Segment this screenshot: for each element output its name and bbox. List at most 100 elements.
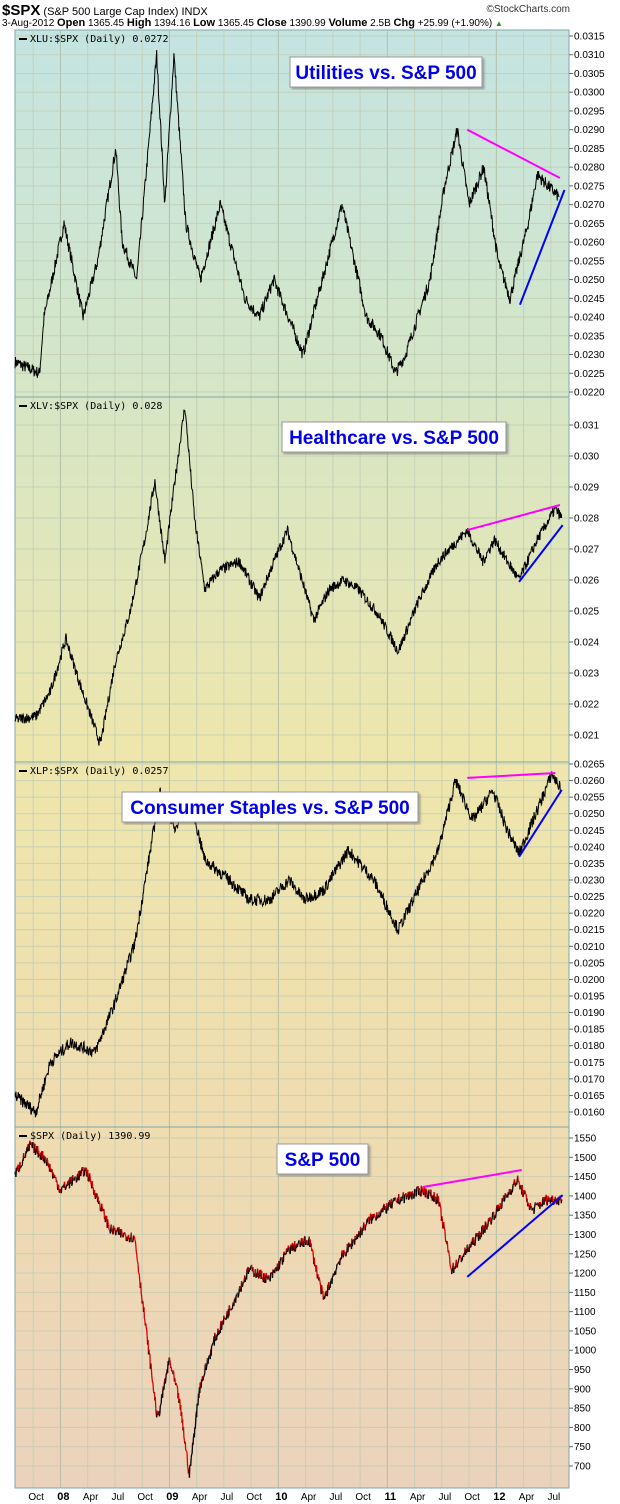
price-segment	[73, 1177, 76, 1181]
y-tick-label: 700	[574, 1462, 591, 1473]
price-segment	[522, 1192, 525, 1197]
y-tick-label: 850	[574, 1404, 591, 1415]
price-segment	[233, 1298, 236, 1301]
y-tick-label: 1400	[574, 1191, 597, 1202]
price-segment	[164, 1379, 167, 1384]
x-tick-label: Apr	[410, 1492, 426, 1503]
price-segment	[140, 1293, 143, 1297]
price-segment	[244, 1278, 247, 1282]
y-tick-label: 0.0240	[574, 842, 605, 853]
price-segment	[59, 1191, 61, 1194]
price-segment	[454, 1267, 457, 1270]
panel-title: Consumer Staples vs. S&P 500	[130, 798, 410, 819]
y-tick-label: 1300	[574, 1230, 597, 1241]
chg-label: Chg	[393, 17, 415, 29]
price-segment	[418, 1190, 421, 1197]
volume-value: 2.5B	[370, 18, 391, 29]
y-tick-label: 0.0280	[574, 163, 605, 174]
price-segment	[451, 1267, 454, 1270]
price-segment	[433, 1192, 436, 1200]
price-segment	[135, 1250, 138, 1255]
price-segment	[319, 1280, 321, 1284]
x-tick-label: Oct	[464, 1492, 480, 1503]
y-tick-label: 1550	[574, 1134, 597, 1145]
y-tick-label: 0.0250	[574, 809, 605, 820]
y-tick-label: 0.0170	[574, 1074, 605, 1085]
price-segment	[175, 1383, 178, 1386]
price-segment	[471, 1240, 473, 1245]
low-label: Low	[193, 17, 216, 29]
y-tick-label: 1200	[574, 1269, 597, 1280]
x-tick-label: Apr	[83, 1492, 99, 1503]
y-tick-label: 0.0220	[574, 388, 605, 399]
price-segment	[263, 1272, 265, 1275]
price-segment	[392, 1199, 394, 1203]
price-segment	[214, 1332, 216, 1336]
chart-header-title: $SPX (S&P 500 Large Cap Index) INDX	[2, 2, 208, 19]
ratio-line	[14, 409, 563, 746]
price-segment	[92, 1187, 95, 1192]
price-segment	[318, 1277, 321, 1281]
price-segment	[186, 1453, 189, 1467]
price-segment	[133, 1236, 136, 1240]
price-segment	[151, 1379, 154, 1383]
y-tick-label: 0.0185	[574, 1025, 605, 1036]
panel-title: S&P 500	[285, 1150, 361, 1171]
price-segment	[398, 1193, 400, 1200]
price-segment	[127, 1234, 130, 1239]
price-segment	[254, 1269, 257, 1277]
low-value: 1365.45	[217, 18, 254, 29]
price-segment	[541, 1198, 544, 1207]
price-segment	[46, 1158, 49, 1162]
price-segment	[443, 1225, 446, 1230]
price-segment	[449, 1263, 452, 1268]
y-tick-label: 0.0245	[574, 294, 605, 305]
y-tick-label: 0.0265	[574, 219, 605, 230]
panel-title: Utilities vs. S&P 500	[295, 63, 476, 84]
panel-title: Healthcare vs. S&P 500	[289, 428, 499, 449]
trendline	[422, 1169, 522, 1188]
title-box	[281, 421, 507, 453]
price-segment	[362, 1227, 364, 1232]
x-tick-label: Apr	[519, 1492, 535, 1503]
trendline	[518, 524, 564, 583]
price-segment	[107, 1224, 110, 1230]
price-segment	[141, 1300, 144, 1303]
y-tick-label: 1500	[574, 1153, 597, 1164]
price-segment	[163, 1382, 166, 1390]
ratio-line	[14, 771, 562, 1119]
y-tick-label: 0.0195	[574, 992, 605, 1003]
open-label: Open	[57, 17, 86, 29]
price-segment	[114, 1227, 117, 1235]
price-segment	[136, 1261, 139, 1265]
x-tick-label: Jul	[329, 1492, 342, 1503]
price-segment	[444, 1231, 447, 1241]
price-segment	[451, 1269, 453, 1275]
price-segment	[183, 1436, 186, 1441]
price-segment	[511, 1189, 514, 1193]
y-tick-label: 750	[574, 1442, 591, 1453]
price-segment	[386, 1203, 389, 1211]
price-segment	[296, 1243, 299, 1248]
price-segment	[487, 1222, 489, 1227]
y-tick-label: 0.0180	[574, 1041, 605, 1052]
price-segment	[106, 1219, 109, 1224]
price-segment	[90, 1182, 92, 1185]
price-segment	[265, 1272, 268, 1275]
x-tick-label: Jul	[547, 1492, 560, 1503]
price-segment	[477, 1233, 479, 1238]
price-segment	[457, 1262, 459, 1264]
y-tick-label: 0.0255	[574, 256, 605, 267]
price-segment	[335, 1268, 338, 1271]
x-tick-label: Jul	[112, 1492, 125, 1503]
price-segment	[169, 1360, 171, 1363]
price-segment	[64, 1188, 67, 1190]
price-segment	[78, 1174, 81, 1181]
quote-line: 3-Aug-2012 Open 1365.45 High 1394.16 Low…	[2, 17, 503, 29]
price-segment	[491, 1217, 493, 1220]
price-segment	[80, 1169, 83, 1172]
price-segment	[237, 1293, 240, 1297]
price-segment	[202, 1377, 205, 1381]
title-box	[276, 1143, 369, 1175]
price-segment	[427, 1190, 430, 1199]
